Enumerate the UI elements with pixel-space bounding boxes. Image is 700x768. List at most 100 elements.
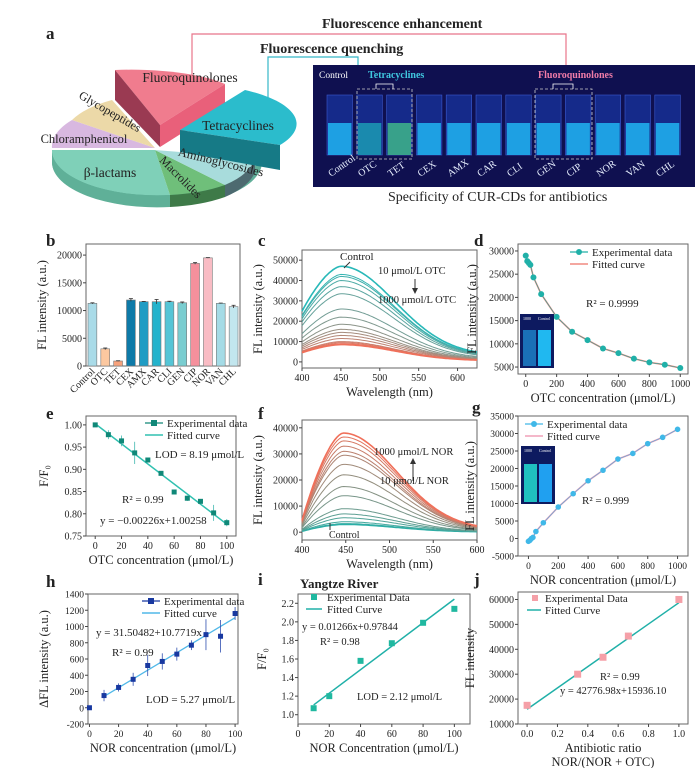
y-tick-label: 20000 [490, 465, 514, 475]
data-point [584, 337, 591, 344]
y-axis-label: FL intensity [463, 627, 477, 688]
plot-frame [517, 243, 689, 375]
bar-gen [177, 302, 187, 367]
chart-f: 0 10000 20000 30000 40000 400 450 500 550 600 Wave… [251, 419, 485, 571]
panel-e-label: e [46, 404, 54, 423]
data-point [600, 345, 606, 352]
x-axis-label: OTC concentration (μmol/L) [89, 553, 234, 567]
data-point [553, 313, 560, 320]
y-tick-label: -5000 [492, 553, 514, 563]
data-point [530, 534, 536, 541]
y-tick-label: 25000 [490, 448, 514, 458]
y-tick-label: 20000 [273, 317, 298, 328]
y-tick-label: 60000 [489, 595, 514, 606]
legend-label: Experimental data [592, 247, 672, 259]
x-tick-label: 400 [295, 545, 310, 556]
y-tick-label: 0.75 [65, 532, 83, 543]
inset-vial [523, 330, 536, 366]
bar-otc [100, 348, 110, 367]
legend-marker [531, 421, 537, 427]
plot-frame [301, 249, 478, 369]
data-point [119, 438, 125, 444]
legend-marker [576, 249, 582, 255]
fluoroquinolones-box [534, 88, 593, 160]
spectrum-line [301, 323, 478, 359]
x-tick-label: 80 [201, 730, 211, 740]
pie-chart [51, 69, 297, 208]
spectrum-line [301, 338, 478, 360]
x-tick-label: 600 [470, 545, 485, 556]
annotation-control: Control [329, 530, 360, 541]
data-point [159, 658, 165, 664]
data-point [675, 595, 683, 603]
inset-vial [539, 464, 552, 502]
x-tick-label: 500 [382, 545, 397, 556]
data-point [530, 274, 537, 281]
pie-label-tetracyclines: Tetracyclines [202, 118, 274, 133]
spectrum-line [301, 279, 478, 354]
tetracyclines-box [356, 88, 413, 160]
y-tick-label: 0 [293, 357, 298, 368]
y-tick-label: 15000 [489, 316, 514, 327]
r-squared: R² = 0.99 [600, 672, 640, 683]
vial-liquid [626, 123, 650, 155]
x-tick-label: 600 [450, 373, 465, 384]
y-tick-label: 0.95 [65, 443, 83, 454]
y-tick-label: 1400 [65, 591, 84, 601]
y-tick-label: 10000 [489, 720, 514, 731]
x-tick-label: 800 [641, 562, 656, 572]
data-point [310, 705, 317, 712]
r-squared: R² = 0.999 [582, 495, 630, 507]
x-tick-label: 0.6 [612, 729, 625, 740]
r-squared: R² = 0.98 [320, 637, 360, 648]
y-tick-label: 20000 [273, 476, 298, 487]
legend-label: Fitted curve [592, 259, 645, 271]
y-tick-label: 0 [79, 704, 84, 714]
vial-liquid [357, 123, 382, 155]
data-point [527, 261, 534, 268]
panel-a-diagram: Fluoroquinolones Tetracyclines Aminoglyc… [41, 33, 567, 208]
pointer-line [343, 261, 351, 269]
y-tick-label: 20000 [57, 251, 82, 262]
spectrum-line [301, 328, 478, 359]
legend-marker [532, 595, 538, 601]
spectrum-line [301, 265, 478, 353]
y-tick-label: 0 [509, 535, 514, 545]
y-tick-label: 35000 [490, 413, 514, 423]
data-point [357, 657, 364, 664]
photo-control-label: Control [319, 71, 348, 81]
bar-van [216, 303, 226, 367]
data-point [158, 470, 164, 476]
photo-fluoroquinolones-label: Fluoroquinolones [538, 70, 613, 81]
vials-photo: Control OTC TET CEX AMX CAR CLI GEN CIP NOR VAN CHL… [313, 65, 695, 187]
y-tick-label: 30000 [273, 449, 298, 460]
legend-label: Fitted curve [164, 608, 217, 620]
x-tick-label: 40 [356, 729, 366, 740]
panel-j-label: j [474, 570, 480, 589]
equation: y = 0.01266x+0.97844 [302, 622, 399, 633]
y-tick-label: 20000 [489, 695, 514, 706]
data-point [538, 291, 545, 298]
y-tick-label: 30000 [490, 430, 514, 440]
spectrum-line [301, 334, 478, 360]
y-axis-label: FL intensity (a.u.) [35, 260, 49, 350]
spectrum-line [301, 450, 478, 528]
x-axis-label: Wavelength (nm) [346, 385, 433, 399]
y-tick-label: 1.4 [282, 673, 295, 684]
x-tick-label: 550 [426, 545, 441, 556]
legend-label: Experimental Data [327, 592, 410, 604]
vial-liquid [328, 123, 352, 155]
lod-annotation: LOD = 2.12 μmol/L [357, 692, 442, 703]
x-tick-label: 0.4 [582, 729, 595, 740]
spectrum-line [301, 308, 478, 357]
x-tick-label: 400 [581, 562, 596, 572]
y-tick-label: 5000 [62, 334, 82, 345]
data-point [130, 676, 136, 682]
y-tick-label: 2.0 [282, 617, 295, 628]
x-tick-label: 600 [611, 562, 626, 572]
y-tick-label: 1.8 [282, 636, 295, 647]
bracket [552, 83, 574, 89]
data-point [659, 434, 666, 441]
bar-car [151, 301, 162, 367]
